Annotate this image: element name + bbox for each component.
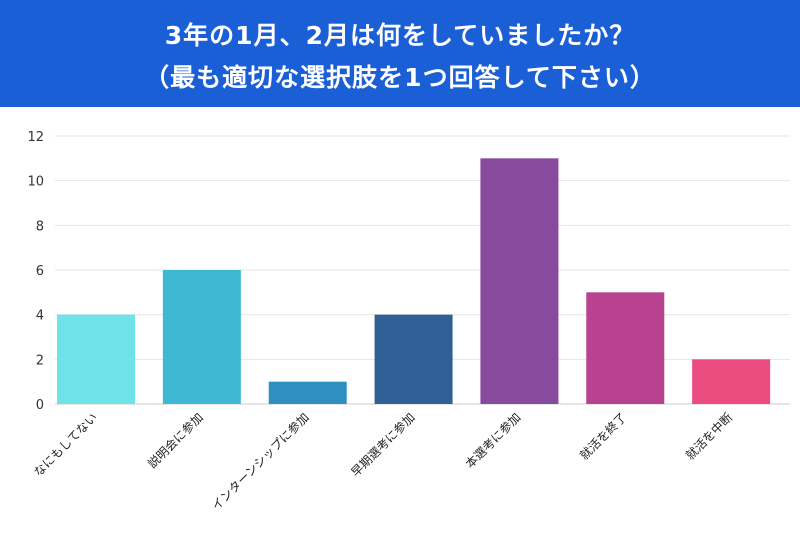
y-tick-label-8: 8: [36, 219, 44, 234]
bar-7: [692, 359, 771, 404]
y-tick-label-0: 0: [36, 398, 44, 413]
category-label-6: 就活を終了: [576, 410, 629, 463]
bar-4: [374, 314, 453, 404]
category-label-2: 説明会に参加: [144, 410, 206, 472]
bar-chart: 0 2 4 6 8 10 12 なにもしてない 説明会に参加 インターンシップに参加 早期選考に参加…: [27, 130, 790, 514]
category-label-4: 早期選考に参加: [348, 410, 418, 480]
category-label-5: 本選考に参加: [462, 410, 524, 472]
y-tick-label-12: 12: [27, 130, 44, 145]
bar-6: [586, 292, 665, 404]
category-label-7: 就活を中断: [682, 410, 735, 463]
category-label-3: インターンシップに参加: [208, 410, 312, 514]
chart-title-line2: （最も適切な選択肢を1つ回答して下さい）: [144, 63, 656, 92]
bar-1: [57, 314, 135, 404]
category-label-1: なにもしてない: [31, 410, 100, 479]
y-tick-label-6: 6: [36, 264, 44, 279]
y-tick-label-10: 10: [27, 175, 44, 190]
header-banner: 3年の1月、2月は何をしていましたか？ （最も適切な選択肢を1つ回答して下さい）: [0, 0, 800, 107]
chart-title-line1: 3年の1月、2月は何をしていましたか？: [164, 21, 636, 50]
bar-2: [162, 270, 241, 404]
bar-5: [480, 158, 559, 404]
bar-3: [268, 381, 347, 404]
y-tick-label-4: 4: [36, 309, 44, 324]
y-tick-label-2: 2: [36, 353, 44, 368]
